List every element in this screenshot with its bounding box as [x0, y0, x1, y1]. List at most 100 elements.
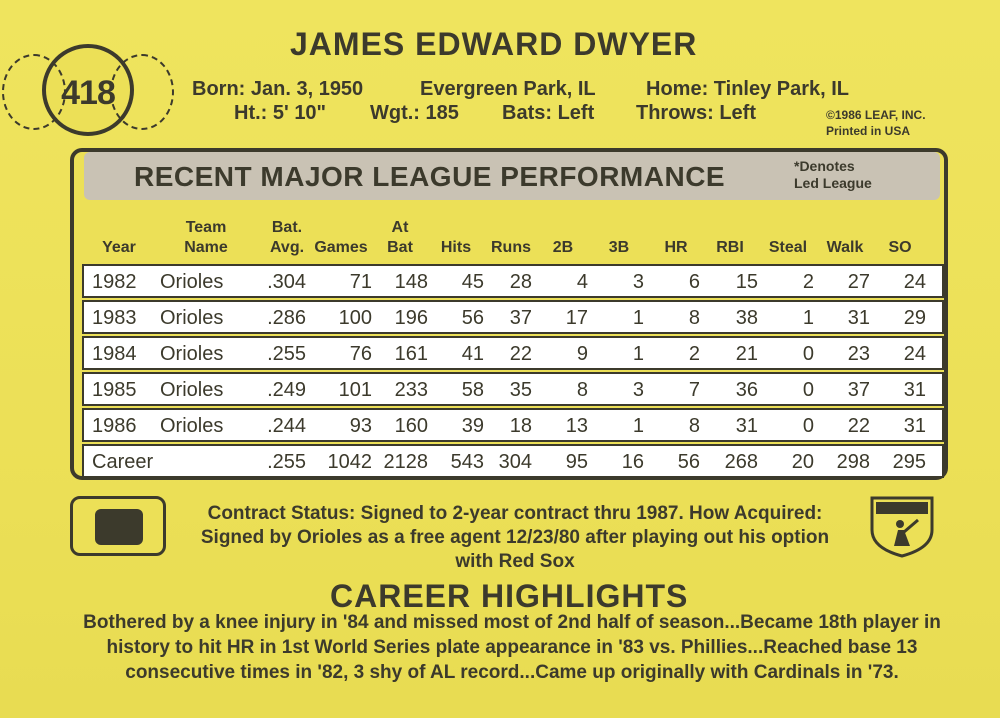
- cell-games: 1042: [327, 451, 373, 473]
- highlights-line2: history to hit HR in 1st World Series pl…: [106, 637, 918, 658]
- career-highlights-text: Bothered by a knee injury in '84 and mis…: [72, 610, 952, 685]
- cell-rbi: 31: [735, 415, 758, 437]
- cell-runs: 304: [498, 451, 532, 473]
- cell-runs: 22: [509, 343, 532, 365]
- cell-3b: 1: [632, 415, 644, 437]
- highlights-line1: Bothered by a knee injury in '84 and mis…: [83, 612, 941, 633]
- contract-line3: with Red Sox: [455, 551, 575, 572]
- cell-hits: 39: [461, 415, 484, 437]
- cell-so: 295: [892, 451, 926, 473]
- baseball-seam-right: [110, 54, 174, 130]
- header-games: Games: [314, 239, 368, 256]
- cell-rbi: 38: [735, 307, 758, 329]
- header-walk: Walk: [826, 239, 864, 256]
- cell-hits: 543: [450, 451, 484, 473]
- header-team-line2: Name: [184, 239, 228, 256]
- baseball-card-number-badge: 418: [2, 44, 174, 136]
- stats-row: 1984 Orioles .255 76 161 41 22 9 1 2 21 0 23 24: [82, 336, 944, 370]
- cell-hits: 41: [461, 343, 484, 365]
- cell-2b: 17: [565, 307, 588, 329]
- stats-row: 1982 Orioles .304 71 148 45 28 4 3 6 15 2 27 24: [82, 264, 944, 298]
- cell-team: Orioles: [160, 415, 224, 437]
- header-runs: Runs: [491, 239, 531, 256]
- stats-row: 1985 Orioles .249 101 233 58 35 8 3 7 36 0 37 31: [82, 372, 944, 406]
- contract-line2: Signed by Orioles as a free agent 12/23/…: [200, 527, 830, 548]
- cell-year: Career: [92, 451, 154, 473]
- cell-year: 1985: [92, 379, 137, 401]
- cell-so: 31: [903, 415, 926, 437]
- cell-steal: 0: [802, 379, 814, 401]
- cell-games: 100: [338, 307, 372, 329]
- cell-games: 71: [349, 271, 372, 293]
- cell-year: 1986: [92, 415, 137, 437]
- header-bat-line2: Avg.: [269, 239, 305, 256]
- header-2b: 2B: [552, 239, 574, 256]
- bio-throws: Throws: Left: [636, 102, 756, 124]
- performance-title: RECENT MAJOR LEAGUE PERFORMANCE: [134, 161, 726, 192]
- cell-walk: 37: [847, 379, 870, 401]
- cell-steal: 1: [802, 307, 814, 329]
- cell-walk: 298: [836, 451, 870, 473]
- bio-birthplace: Evergreen Park, IL: [420, 78, 596, 100]
- cell-bat-avg: .244: [267, 415, 306, 437]
- cell-year: 1984: [92, 343, 137, 365]
- cell-year: 1983: [92, 307, 137, 329]
- cell-walk: 31: [847, 307, 870, 329]
- header-rbi: RBI: [716, 239, 744, 256]
- header-at-bat: At Bat: [380, 218, 420, 258]
- cell-so: 29: [903, 307, 926, 329]
- cell-bat-avg: .255: [267, 451, 306, 473]
- cell-games: 93: [349, 415, 372, 437]
- cell-2b: 95: [565, 451, 588, 473]
- cell-team: Orioles: [160, 307, 224, 329]
- cell-at-bat: 196: [394, 307, 428, 329]
- cell-bat-avg: .249: [267, 379, 306, 401]
- cell-walk: 27: [847, 271, 870, 293]
- cell-rbi: 36: [735, 379, 758, 401]
- cell-team: Orioles: [160, 271, 224, 293]
- cell-bat-avg: .304: [267, 271, 306, 293]
- cell-2b: 8: [576, 379, 588, 401]
- cell-2b: 4: [576, 271, 588, 293]
- card-number: 418: [61, 74, 116, 112]
- stats-row: 1983 Orioles .286 100 196 56 37 17 1 8 38 1 31 29: [82, 300, 944, 334]
- header-team-line1: Team: [185, 219, 227, 236]
- mlb-silhouette-icon: [95, 509, 143, 545]
- cell-so: 31: [903, 379, 926, 401]
- header-bat-line1: Bat.: [271, 219, 303, 236]
- cell-at-bat: 160: [394, 415, 428, 437]
- cell-hr: 8: [688, 415, 700, 437]
- cell-rbi: 268: [724, 451, 758, 473]
- cell-3b: 1: [632, 343, 644, 365]
- printed-in: Printed in USA: [826, 124, 911, 138]
- cell-games: 101: [338, 379, 372, 401]
- header-bat-avg: Bat. Avg.: [264, 218, 310, 258]
- bio-height: Ht.: 5' 10": [234, 102, 327, 124]
- bio-born: Born: Jan. 3, 1950: [192, 78, 364, 100]
- cell-at-bat: 233: [394, 379, 428, 401]
- cell-hits: 56: [461, 307, 484, 329]
- cell-so: 24: [903, 343, 926, 365]
- career-highlights-title: CAREER HIGHLIGHTS: [330, 578, 689, 614]
- cell-year: 1982: [92, 271, 137, 293]
- cell-3b: 16: [621, 451, 644, 473]
- cell-team: Orioles: [160, 379, 224, 401]
- cell-hr: 8: [688, 307, 700, 329]
- header-team: Team Name: [174, 218, 238, 258]
- header-atbat-line1: At: [391, 219, 409, 236]
- bio-bats: Bats: Left: [502, 102, 595, 124]
- cell-3b: 3: [632, 379, 644, 401]
- cell-at-bat: 2128: [383, 451, 429, 473]
- cell-runs: 18: [509, 415, 532, 437]
- led-league-note: *Denotes Led League: [794, 158, 872, 192]
- header-year: Year: [102, 239, 136, 256]
- cell-at-bat: 161: [394, 343, 428, 365]
- cell-hr: 7: [688, 379, 700, 401]
- cell-hits: 58: [461, 379, 484, 401]
- mlb-players-shield-icon: [870, 496, 934, 558]
- cell-2b: 13: [565, 415, 588, 437]
- stats-row: Career .255 1042 2128 543 304 95 16 56 268 20 298 29…: [82, 444, 944, 478]
- cell-so: 24: [903, 271, 926, 293]
- cell-hr: 56: [677, 451, 700, 473]
- header-atbat-line2: Bat: [387, 239, 413, 256]
